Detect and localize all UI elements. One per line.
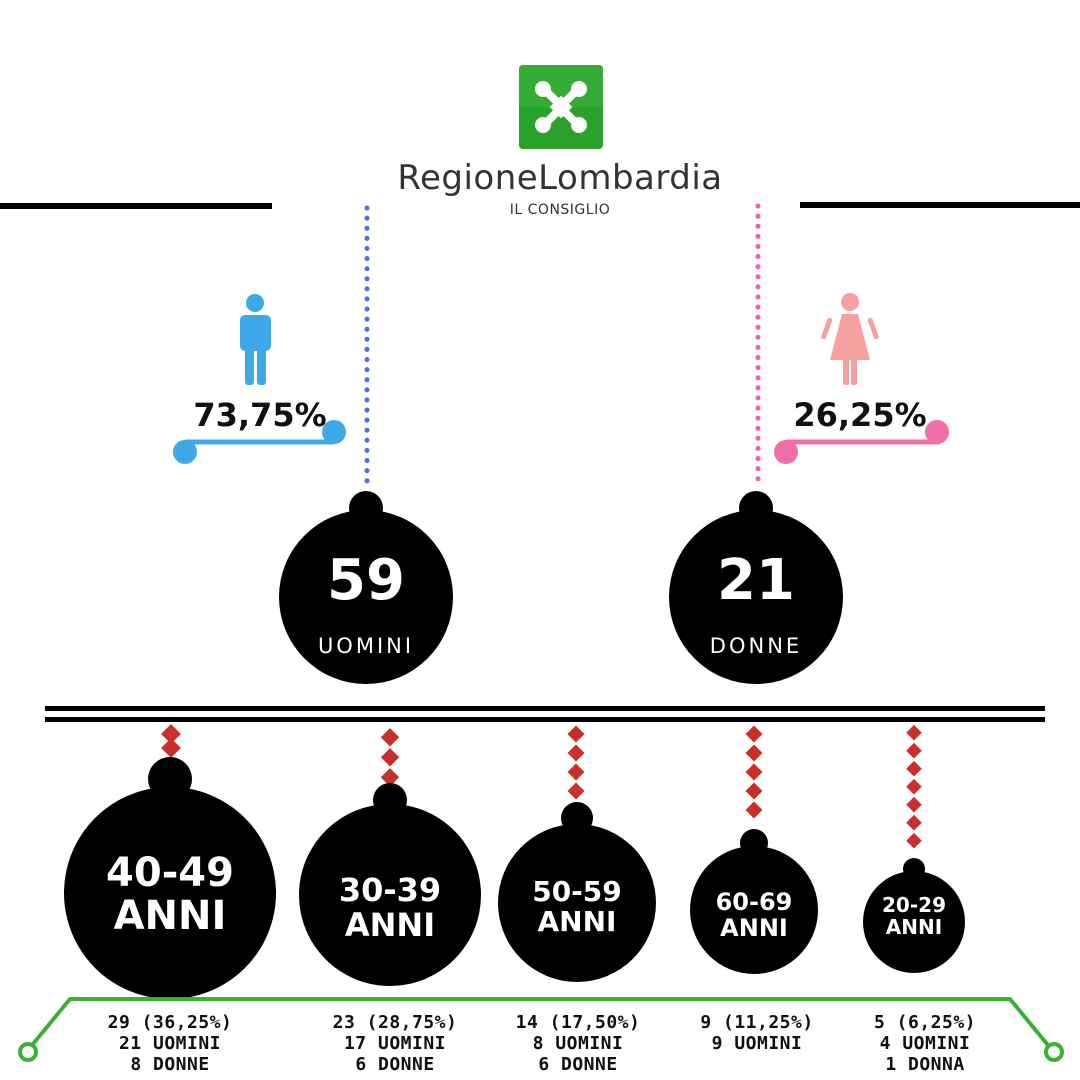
age-stats-60-69: 9 (11,25%) 9 UOMINI (672, 1012, 842, 1054)
stat-line: 17 UOMINI (343, 1033, 447, 1054)
middle-rule-bottom (45, 717, 1045, 722)
women-percent: 26,25% (793, 396, 927, 434)
stat-line: 6 DONNE (355, 1054, 435, 1075)
age-range: 60-69 (715, 888, 793, 916)
age-unit: ANNI (537, 905, 617, 939)
stat-line: 1 DONNA (885, 1054, 965, 1075)
chain-30-39 (380, 728, 400, 787)
age-range: 50-59 (532, 875, 622, 908)
age-range: 20-29 (882, 893, 946, 917)
age-stats-40-49: 29 (36,25%) 21 UOMINI 8 DONNE (85, 1012, 255, 1075)
top-rule-left (0, 203, 272, 209)
chain-60-69 (745, 725, 763, 819)
chain-40-49 (161, 724, 181, 758)
men-ball (279, 491, 453, 684)
ball-20-29 (863, 858, 965, 973)
men-count: 59 (327, 548, 405, 613)
woman-figure-icon (821, 293, 879, 385)
stat-line: 29 (36,25%) (107, 1012, 233, 1033)
ball-40-49 (64, 757, 276, 999)
age-label-30-39: 30-39 ANNI (300, 873, 480, 942)
stat-line: 9 UOMINI (711, 1033, 803, 1054)
ball-50-59 (498, 802, 656, 982)
age-label-20-29: 20-29 ANNI (864, 893, 964, 939)
chain-20-29 (906, 724, 922, 849)
stat-line: 23 (28,75%) (332, 1012, 458, 1033)
men-percent-bar (173, 420, 346, 464)
chain-50-59 (567, 725, 585, 800)
ball-60-69 (690, 829, 818, 974)
regione-lombardia-logo-icon (519, 65, 603, 149)
age-unit: ANNI (885, 914, 943, 939)
stat-line: 14 (17,50%) (515, 1012, 641, 1033)
women-label: DONNE (709, 634, 803, 658)
age-range: 40-49 (106, 850, 234, 896)
women-ball (669, 491, 843, 684)
age-unit: ANNI (344, 905, 436, 944)
men-percent: 73,75% (193, 396, 327, 434)
middle-rule-top (45, 706, 1045, 711)
stat-line: 5 (6,25%) (873, 1012, 977, 1033)
top-rule-right (800, 202, 1080, 208)
age-unit: ANNI (720, 913, 788, 942)
age-unit: ANNI (113, 893, 227, 940)
men-label: UOMINI (317, 634, 415, 658)
ball-30-39 (299, 783, 481, 986)
women-percent-bar (774, 420, 949, 464)
age-label-50-59: 50-59 ANNI (497, 875, 657, 939)
logo-name: RegioneLombardia (397, 158, 723, 198)
stat-line: 9 (11,25%) (700, 1012, 814, 1033)
man-figure-icon (240, 294, 271, 385)
age-range: 30-39 (338, 871, 442, 909)
women-count: 21 (717, 548, 795, 613)
stat-line: 8 UOMINI (532, 1033, 624, 1054)
stat-line: 8 DONNE (130, 1054, 210, 1075)
age-label-40-49: 40-49 ANNI (70, 850, 270, 940)
age-stats-20-29: 5 (6,25%) 4 UOMINI 1 DONNA (850, 1012, 1000, 1075)
stat-line: 21 UOMINI (118, 1033, 222, 1054)
bottom-green-line (18, 997, 1064, 1062)
age-stats-50-59: 14 (17,50%) 8 UOMINI 6 DONNE (493, 1012, 663, 1075)
age-label-60-69: 60-69 ANNI (690, 888, 818, 942)
age-stats-30-39: 23 (28,75%) 17 UOMINI 6 DONNE (310, 1012, 480, 1075)
logo-subtitle: IL CONSIGLIO (509, 202, 611, 218)
stat-line: 4 UOMINI (879, 1033, 971, 1054)
stat-line: 6 DONNE (538, 1054, 618, 1075)
